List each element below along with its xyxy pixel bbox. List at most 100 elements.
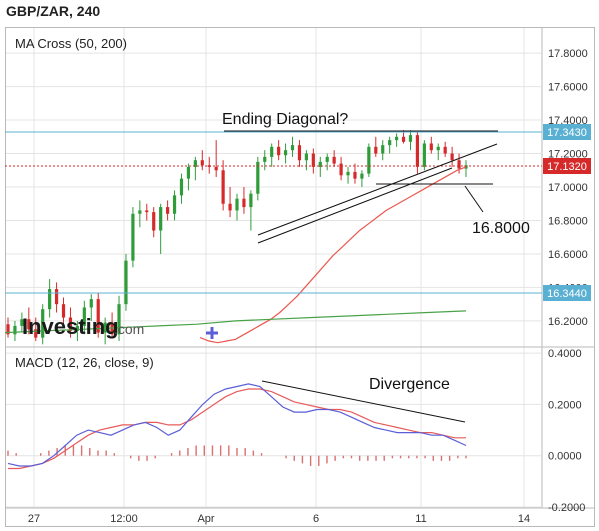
candle-body xyxy=(408,135,413,142)
candle-body xyxy=(6,324,10,335)
candle xyxy=(89,294,93,321)
candle-body xyxy=(388,140,392,146)
time-tick-label: 11 xyxy=(415,513,426,525)
candle-body xyxy=(20,319,24,326)
candle xyxy=(27,307,31,335)
candle xyxy=(145,203,149,221)
candle-body xyxy=(297,145,302,161)
ma50-line xyxy=(199,166,467,344)
macd-label[interactable]: MACD (12, 26, close, 9) xyxy=(15,355,154,370)
candle-body xyxy=(332,156,336,164)
last-price-tag: 17.1320 xyxy=(543,158,591,174)
candle xyxy=(186,163,191,191)
candle xyxy=(75,320,79,341)
candle-body xyxy=(249,193,253,208)
pattern-annotation: Ending Diagonal? xyxy=(222,111,348,128)
candle-body xyxy=(89,299,93,308)
candle xyxy=(277,140,281,161)
price-tick-label: 17.2000 xyxy=(548,149,588,161)
candle-body xyxy=(166,207,170,214)
candle-body xyxy=(360,173,364,179)
candle xyxy=(172,190,177,221)
investing-logo: Investing .com xyxy=(22,314,144,339)
candle-body xyxy=(443,146,447,154)
candle-body xyxy=(339,163,343,176)
candle xyxy=(6,317,10,338)
ma-cross-label[interactable]: MA Cross (50, 200) xyxy=(15,36,127,51)
candle xyxy=(395,133,399,147)
candle xyxy=(207,156,211,174)
candle xyxy=(228,187,232,218)
candlestick-series xyxy=(6,130,468,345)
time-tick-label: Apr xyxy=(197,513,214,525)
candle-body xyxy=(103,322,107,333)
divergence-line[interactable] xyxy=(261,380,466,423)
candle xyxy=(54,282,59,313)
candle-body xyxy=(290,145,295,151)
diagonal-upper-trendline[interactable] xyxy=(257,143,498,236)
macd-line xyxy=(7,383,467,467)
candle xyxy=(68,307,73,338)
candle xyxy=(214,140,218,177)
candle-body xyxy=(75,325,79,331)
candle xyxy=(263,150,267,171)
candle-body xyxy=(283,150,288,156)
candle-body xyxy=(145,210,149,213)
diagonal-lower-trendline[interactable] xyxy=(257,167,453,244)
candle-body xyxy=(318,161,322,167)
candle-body xyxy=(235,198,239,211)
price-tick-label: 16.8000 xyxy=(548,215,588,227)
candle-body xyxy=(221,170,225,204)
candle xyxy=(367,143,371,177)
macd-tick-label: 0.0000 xyxy=(548,451,582,463)
candle-body xyxy=(346,171,350,176)
candle xyxy=(256,156,260,201)
candle xyxy=(436,143,440,161)
time-tick-label: 14 xyxy=(518,513,530,525)
candle xyxy=(443,141,447,157)
candle-body xyxy=(256,161,260,194)
candle-body xyxy=(311,153,315,167)
logo-suffix: .com xyxy=(114,321,144,337)
candle xyxy=(242,187,246,214)
price-tick-label: 17.6000 xyxy=(548,82,588,94)
candle-body xyxy=(200,160,204,166)
candle-body xyxy=(422,143,426,167)
candle xyxy=(304,150,308,171)
logo-text: Investing xyxy=(22,314,119,339)
candle-body xyxy=(82,307,86,326)
candle-body xyxy=(457,160,461,169)
candle-body xyxy=(159,207,163,231)
candle-body xyxy=(34,329,38,338)
candle-body xyxy=(96,299,100,333)
support-price-tag: 16.3440 xyxy=(543,285,591,301)
candle-body xyxy=(186,166,191,179)
candle xyxy=(415,131,420,174)
price-tick-label: 16.6000 xyxy=(548,249,588,261)
candle-body xyxy=(61,304,66,318)
candle xyxy=(464,160,468,177)
candle-body xyxy=(263,156,267,162)
macd-series xyxy=(7,383,467,470)
macd-tick-label: 0.4000 xyxy=(548,348,582,360)
candle-body xyxy=(242,198,246,208)
candle xyxy=(193,156,197,181)
candle-body xyxy=(429,143,433,151)
candle xyxy=(422,140,426,171)
candle xyxy=(20,312,24,333)
macd-tick-label: 0.2000 xyxy=(548,399,582,411)
divergence-annotation: Divergence xyxy=(369,376,450,393)
candle xyxy=(117,295,121,341)
candle xyxy=(249,190,253,231)
candle-body xyxy=(68,317,73,331)
svg-text:17.1320: 17.1320 xyxy=(547,161,587,173)
candle xyxy=(408,130,413,151)
candle-body xyxy=(193,160,197,167)
price-tick-label: 17.0000 xyxy=(548,182,588,194)
candle-body xyxy=(124,260,128,305)
candle-body xyxy=(41,309,45,338)
candle xyxy=(13,320,17,341)
candle-body xyxy=(48,289,52,310)
candle xyxy=(152,207,156,238)
